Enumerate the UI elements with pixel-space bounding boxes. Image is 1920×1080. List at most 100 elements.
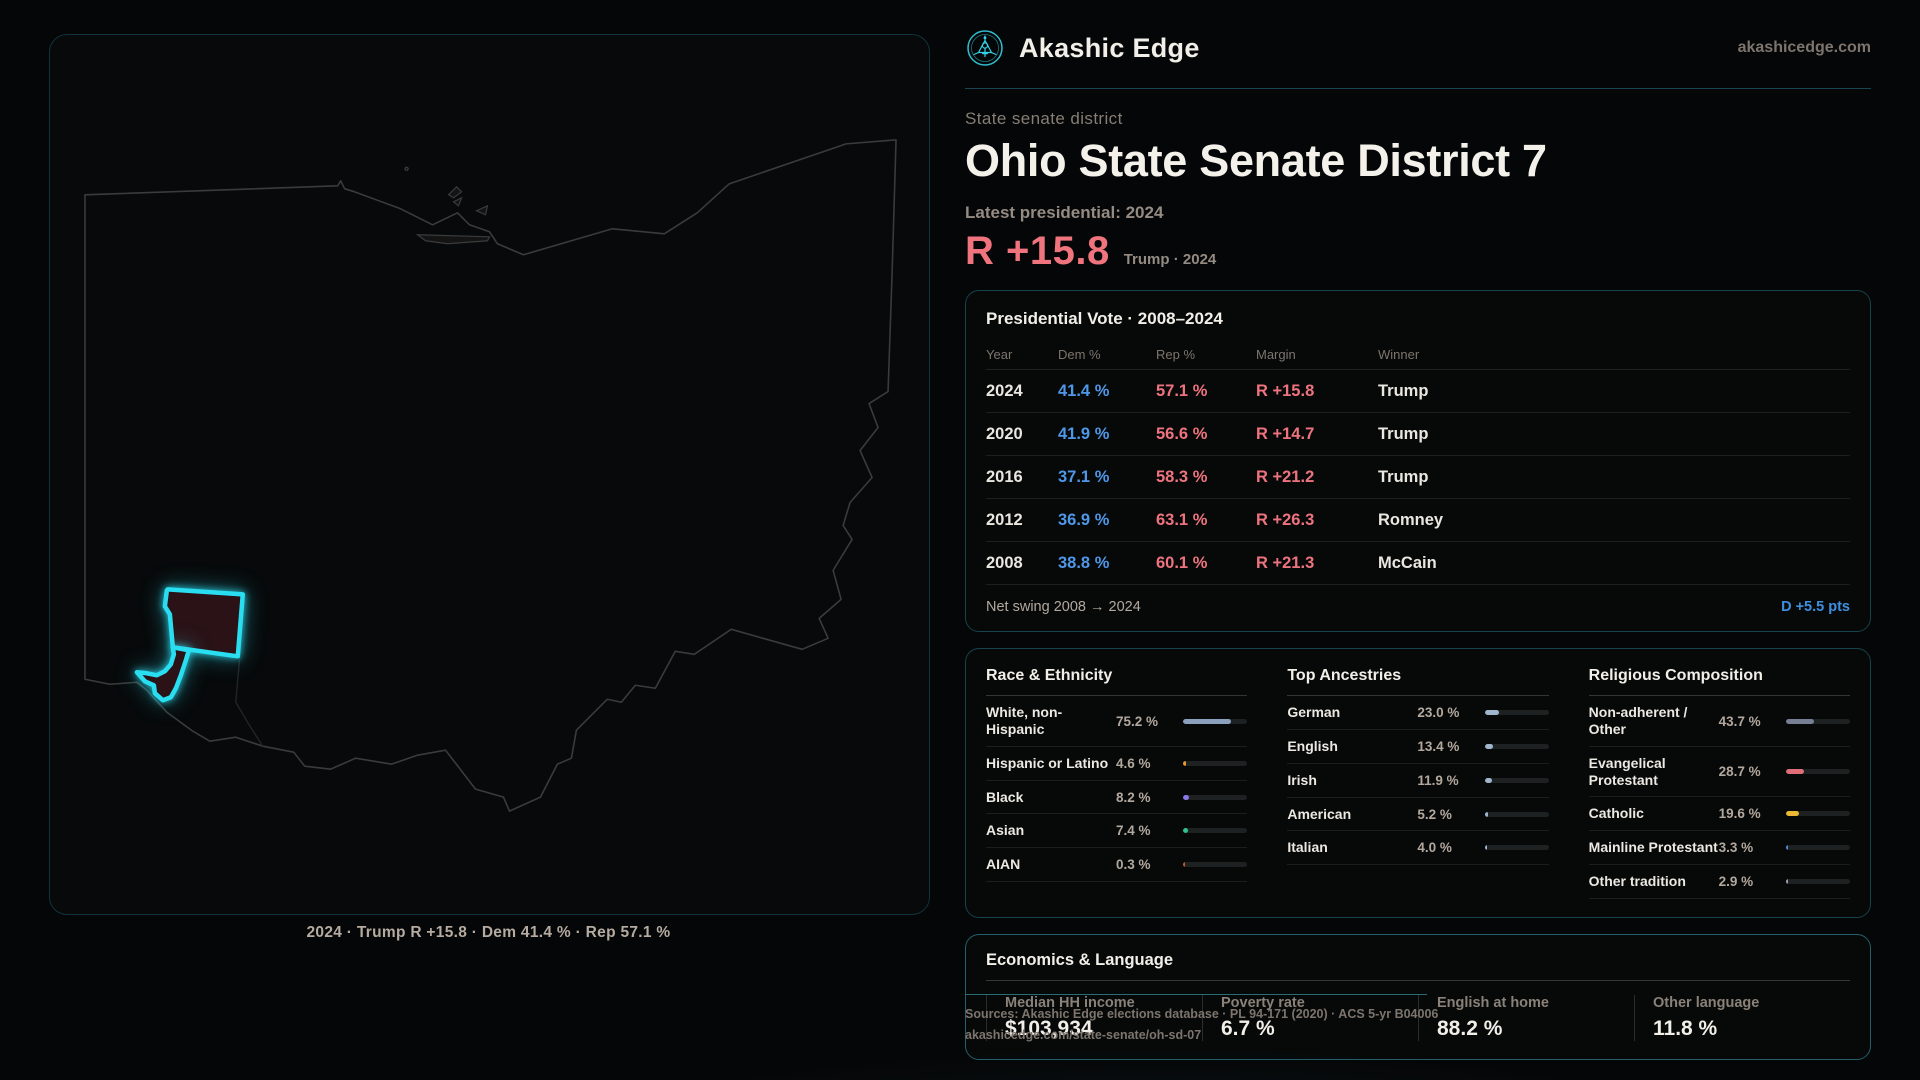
stat-bar [1786,878,1850,884]
economics-stat: Median HH income $103,934 [986,994,1202,1041]
district-map-panel [49,34,930,915]
eyebrow-label: State senate district [965,109,1123,128]
stat-value: 8.2 % [1116,789,1151,805]
stat-bar [1786,718,1850,724]
stat-row: Catholic 19.6 % [1588,797,1850,832]
stat-label: AIAN [986,856,1021,873]
stat-value: 43.7 % [1718,713,1761,729]
col-winner: Winner [1378,346,1420,362]
cell-winner: Trump [1378,424,1429,443]
stat-label: Hispanic or Latino [986,754,1109,771]
stat-label: American [1287,805,1352,822]
presidential-vote-card: Presidential Vote · 2008–2024 Year Dem %… [965,290,1871,633]
stat-label: Evangelical Protestant [1588,754,1666,788]
cell-dem-pct: 41.4 % [1058,381,1110,400]
presidential-table: Year Dem % Rep % Margin Winner 2024 41.4… [986,339,1850,586]
cell-margin: R +26.3 [1256,510,1315,529]
stat-label: Non-adherent / Other [1588,704,1688,738]
lake-erie-islands [447,185,489,216]
stat-bar [1484,845,1549,851]
stat-bar [1484,710,1549,716]
stat-row: Mainline Protestant 3.3 % [1588,831,1850,866]
cell-dem-pct: 38.8 % [1058,553,1110,572]
stat-value: 0.3 % [1116,857,1151,873]
stat-bar [1183,718,1248,724]
sandusky-spit [415,234,491,245]
stat-value: 3.3 % [1718,840,1754,856]
religion-list: Non-adherent / Other 43.7 % Evangelical … [1588,696,1850,899]
stat-row: American 5.2 % [1287,798,1549,832]
demographics-card: Race & Ethnicity White, non-Hispanic 75.… [965,648,1871,918]
cell-year: 2008 [986,553,1023,572]
site-link[interactable]: akashicedge.com [1737,39,1871,56]
presidential-row: 2012 36.9 % 63.1 % R +26.3 Romney [986,499,1850,543]
stat-label: Italian [1287,839,1328,856]
cell-dem-pct: 36.9 % [1058,510,1110,529]
religion-column: Religious Composition Non-adherent / Oth… [1588,667,1850,899]
stat-bar [1786,769,1850,775]
economics-stat: Other language 11.8 % [1634,994,1850,1041]
map-caption: 2024 · Trump R +15.8 · Dem 41.4 % · Rep … [306,924,671,941]
ohio-map [84,139,897,812]
stat-value: 7.4 % [1116,823,1151,839]
cell-year: 2012 [986,510,1023,529]
stat-row: Asian 7.4 % [986,814,1248,849]
stat-row: AIAN 0.3 % [986,848,1248,883]
presidential-table-header: Year Dem % Rep % Margin Winner [986,339,1850,371]
cell-rep-pct: 63.1 % [1156,510,1208,529]
economics-stat-value: $103,934 [1005,1016,1093,1040]
presidential-row: 2024 41.4 % 57.1 % R +15.8 Trump [986,370,1850,414]
economics-stat-label: Other language [1653,994,1760,1011]
stat-bar [1183,794,1248,800]
stat-bar [1484,777,1549,783]
col-year: Year [986,346,1013,362]
stat-label: White, non-Hispanic [986,704,1063,738]
brand: Akashic Edge [965,28,1200,68]
stat-row: Evangelical Protestant 28.7 % [1588,747,1850,798]
net-swing-value: D +5.5 pts [1781,599,1850,616]
economics-stat-value: 6.7 % [1221,1016,1275,1040]
district-7-shape[interactable] [134,587,246,703]
economics-stat: Poverty rate 6.7 % [1202,994,1418,1041]
religion-heading: Religious Composition [1588,667,1850,697]
stat-label: English [1287,738,1338,755]
stat-value: 19.6 % [1718,806,1761,822]
stat-row: German 23.0 % [1287,696,1549,731]
stat-value: 4.6 % [1116,755,1151,771]
stat-bar [1183,760,1248,766]
ancestries-column: Top Ancestries German 23.0 % English 13.… [1287,667,1549,899]
stat-row: Irish 11.9 % [1287,764,1549,798]
cell-winner: Trump [1378,467,1429,486]
stat-bar [1183,862,1248,868]
stat-bar [1484,743,1549,749]
latest-presidential-label: Latest presidential: 2024 [965,203,1164,223]
stat-row: Hispanic or Latino 4.6 % [986,747,1248,781]
stat-row: English 13.4 % [1287,730,1549,764]
brand-name: Akashic Edge [1019,32,1200,63]
cell-year: 2016 [986,467,1023,486]
headline-margin-row: R +15.8 Trump · 2024 [965,229,1871,274]
stat-value: 11.9 % [1417,772,1459,788]
cell-margin: R +14.7 [1256,424,1315,443]
economics-stat-value: 88.2 % [1437,1016,1503,1040]
stat-value: 13.4 % [1417,738,1460,754]
district-7-river-tail [134,645,192,703]
stat-label: Asian [986,822,1025,839]
economics-stat-value: 11.8 % [1653,1016,1718,1040]
presidential-row: 2008 38.8 % 60.1 % R +21.3 McCain [986,542,1850,586]
cell-dem-pct: 41.9 % [1058,424,1110,443]
cell-year: 2020 [986,424,1023,443]
cell-margin: R +15.8 [1256,381,1315,400]
cell-rep-pct: 58.3 % [1156,467,1208,486]
cell-winner: Trump [1378,381,1429,400]
economics-stat-label: Poverty rate [1221,994,1305,1011]
stat-row: Black 8.2 % [986,781,1248,815]
cell-year: 2024 [986,381,1023,400]
stat-bar [1786,845,1850,851]
presidential-card-heading: Presidential Vote · 2008–2024 [986,309,1223,329]
stat-value: 4.0 % [1417,840,1452,856]
stat-label: German [1287,704,1341,721]
race-heading: Race & Ethnicity [986,667,1248,697]
header: Akashic Edge akashicedge.com [965,0,1871,89]
col-rep: Rep % [1156,346,1196,362]
